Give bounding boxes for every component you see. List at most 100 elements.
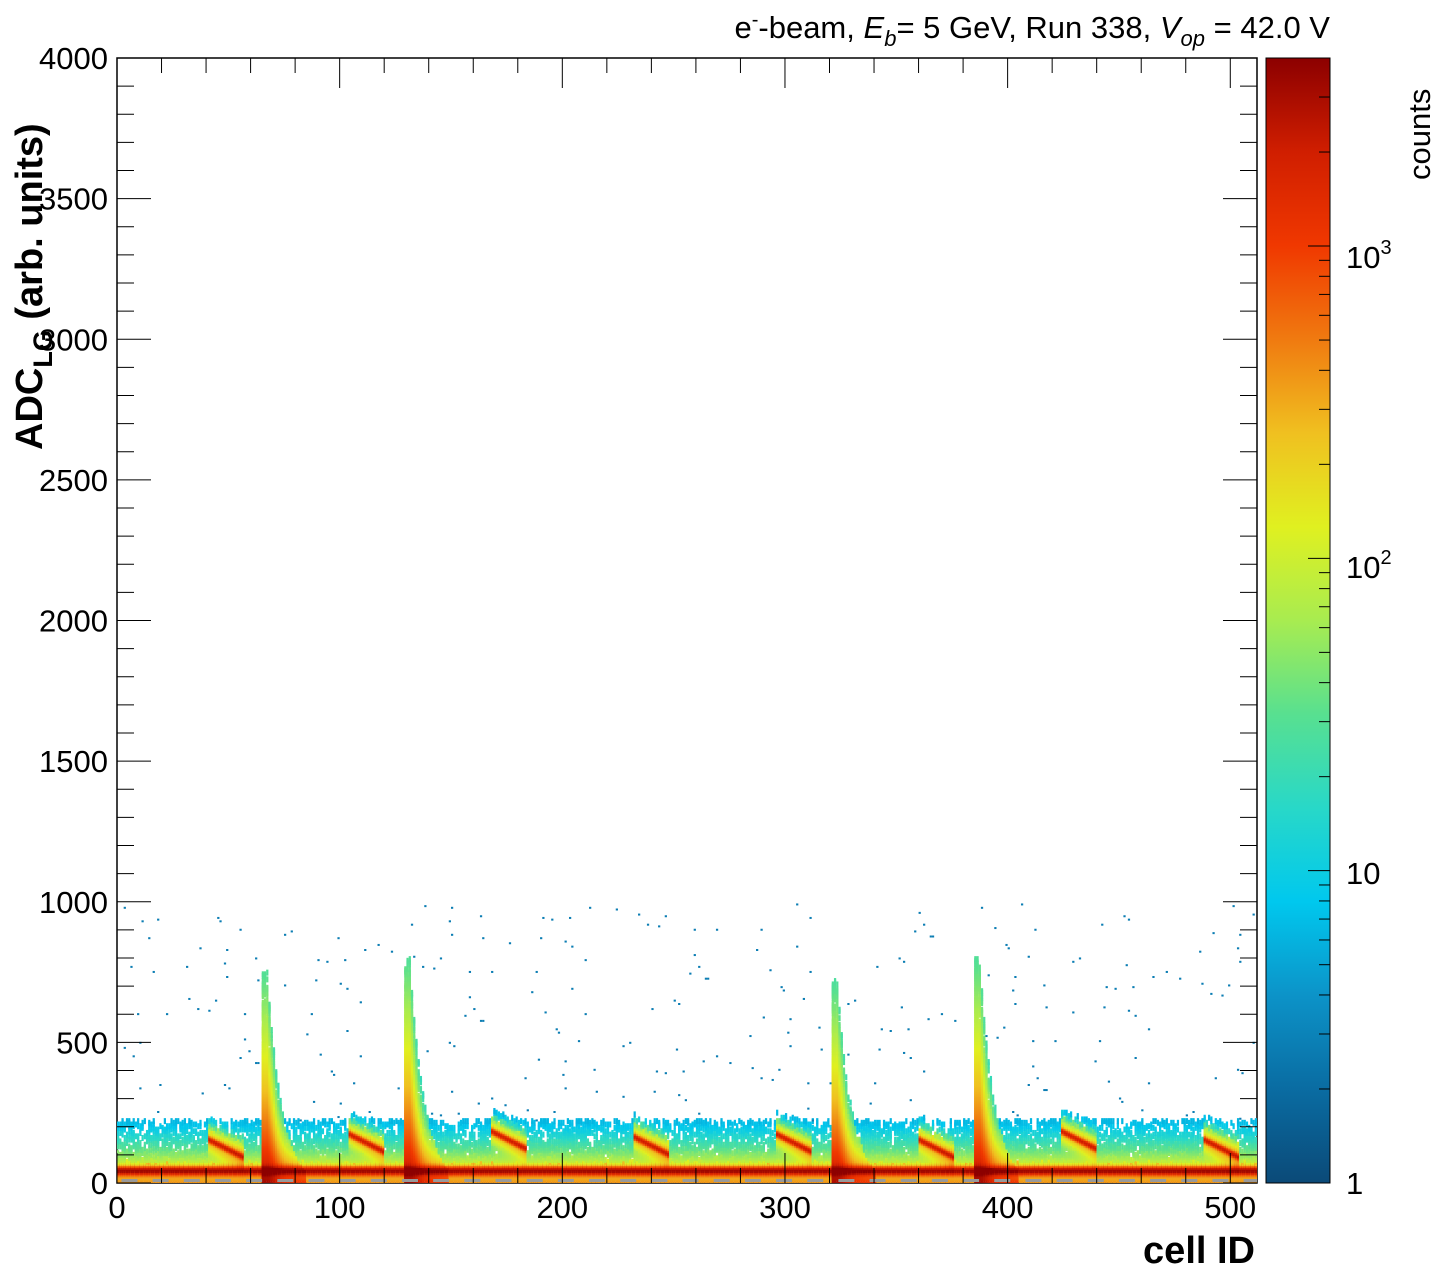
heatmap-bin bbox=[239, 928, 242, 931]
heatmap-bin bbox=[143, 1145, 146, 1152]
heatmap-bin bbox=[201, 1156, 204, 1163]
heatmap-bin bbox=[330, 1118, 333, 1125]
heatmap-bin bbox=[315, 1148, 318, 1155]
heatmap-bin bbox=[230, 1135, 233, 1141]
heatmap-bin bbox=[408, 998, 411, 1005]
heatmap-bin bbox=[308, 1136, 311, 1143]
heatmap-bin bbox=[370, 1155, 374, 1162]
heatmap-bin bbox=[426, 1119, 429, 1126]
heatmap-bin bbox=[388, 1118, 391, 1125]
heatmap-bin bbox=[297, 1135, 300, 1141]
heatmap-bin bbox=[304, 1145, 307, 1152]
heatmap-bin bbox=[148, 1160, 151, 1167]
heatmap-bin bbox=[332, 1141, 336, 1148]
heatmap-bin bbox=[188, 1151, 191, 1158]
heatmap-bin bbox=[406, 957, 409, 964]
heatmap-bin bbox=[292, 1131, 296, 1138]
heatmap-bin bbox=[439, 1148, 443, 1155]
heatmap-bin bbox=[255, 1131, 258, 1138]
heatmap-bin bbox=[263, 981, 267, 988]
heatmap-bin bbox=[143, 1118, 146, 1125]
heatmap-bin bbox=[121, 1131, 124, 1138]
heatmap-bin bbox=[290, 1140, 293, 1147]
heatmap-bin bbox=[121, 1141, 124, 1148]
heatmap-bin bbox=[263, 991, 267, 998]
heatmap-bin bbox=[388, 1129, 391, 1136]
heatmap-bin bbox=[152, 1153, 155, 1160]
heatmap-bin bbox=[437, 1141, 440, 1148]
heatmap-bin bbox=[139, 1129, 142, 1136]
heatmap-bin bbox=[428, 1129, 431, 1136]
heatmap-bin bbox=[393, 1151, 396, 1158]
heatmap-bin bbox=[319, 1126, 322, 1133]
heatmap-bin bbox=[410, 1047, 414, 1054]
heatmap-bin bbox=[279, 1102, 282, 1109]
heatmap-bin bbox=[237, 1138, 240, 1145]
heatmap-bin bbox=[328, 1123, 331, 1130]
heatmap-bin bbox=[355, 1114, 358, 1121]
heatmap-bin bbox=[435, 1146, 438, 1153]
heatmap-bin bbox=[417, 1082, 420, 1089]
heatmap-bin bbox=[183, 1158, 187, 1165]
heatmap-bin bbox=[304, 1124, 307, 1131]
heatmap-bin bbox=[270, 1059, 273, 1066]
heatmap-bin bbox=[306, 1140, 309, 1147]
heatmap-bin bbox=[390, 1133, 394, 1140]
heatmap-bin bbox=[290, 930, 293, 933]
heatmap-bin bbox=[157, 1126, 160, 1133]
heatmap-bin bbox=[337, 1129, 340, 1136]
heatmap-bin bbox=[223, 1121, 227, 1128]
heatmap-bin bbox=[348, 1141, 351, 1148]
heatmap-bin bbox=[335, 1138, 338, 1145]
heatmap-bin bbox=[190, 1124, 193, 1131]
heatmap-bin bbox=[159, 1084, 162, 1086]
heatmap-bin bbox=[248, 1143, 251, 1150]
heatmap-bin bbox=[397, 1124, 400, 1131]
heatmap-bin bbox=[157, 1111, 160, 1113]
heatmap-bin bbox=[237, 1131, 240, 1138]
heatmap-bin bbox=[312, 1100, 316, 1103]
heatmap-bin bbox=[408, 1001, 411, 1008]
heatmap-bin bbox=[223, 1126, 227, 1133]
heatmap-bin bbox=[410, 923, 414, 926]
heatmap-bin bbox=[194, 1140, 198, 1147]
heatmap-bin bbox=[248, 1133, 251, 1140]
heatmap-bin bbox=[442, 1150, 445, 1157]
heatmap-bin bbox=[206, 1143, 209, 1150]
heatmap-bin bbox=[390, 1129, 394, 1136]
heatmap-bin bbox=[350, 1113, 354, 1120]
heatmap-bin bbox=[255, 1158, 258, 1165]
heatmap-bin bbox=[364, 1116, 367, 1123]
heatmap-bin bbox=[186, 965, 189, 968]
heatmap-bin bbox=[228, 1133, 231, 1140]
heatmap-bin bbox=[390, 1126, 394, 1133]
heatmap-bin bbox=[257, 1145, 260, 1152]
heatmap-bin bbox=[214, 999, 218, 1002]
heatmap-bin bbox=[210, 1119, 213, 1126]
heatmap-bin bbox=[419, 1075, 423, 1082]
heatmap-bin bbox=[410, 1010, 414, 1017]
heatmap-bin bbox=[268, 1025, 271, 1032]
heatmap-bin bbox=[252, 1153, 256, 1160]
heatmap-bin bbox=[208, 1126, 211, 1133]
heatmap-bin bbox=[281, 1116, 284, 1123]
heatmap-bin bbox=[263, 1006, 267, 1013]
heatmap-bin bbox=[157, 1150, 160, 1157]
heatmap-bin bbox=[157, 1135, 160, 1141]
heatmap-bin bbox=[381, 1138, 385, 1145]
heatmap-bin bbox=[437, 1124, 440, 1131]
heatmap-bin bbox=[197, 1138, 200, 1145]
heatmap-bin bbox=[422, 1091, 425, 1098]
heatmap-bin bbox=[139, 1087, 142, 1090]
heatmap-bin bbox=[424, 905, 427, 908]
heatmap-bin bbox=[283, 984, 287, 987]
heatmap-bin bbox=[203, 1153, 207, 1160]
heatmap-bin bbox=[183, 1128, 187, 1135]
heatmap-bin bbox=[339, 1153, 342, 1160]
heatmap-bin bbox=[152, 1145, 155, 1152]
heatmap-bin bbox=[125, 1158, 129, 1165]
heatmap-bin bbox=[121, 1150, 124, 1157]
heatmap-bin bbox=[308, 1131, 311, 1138]
heatmap-bin bbox=[199, 1155, 202, 1162]
heatmap-bin bbox=[203, 1121, 207, 1128]
